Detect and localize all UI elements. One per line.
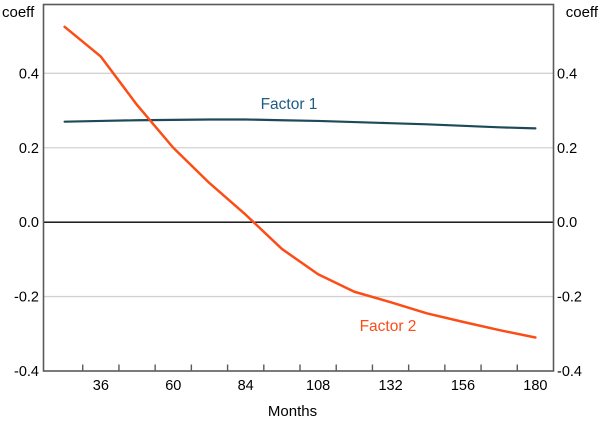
plot-frame (42, 3, 555, 372)
x-tick-label-60: 60 (165, 378, 181, 394)
x-tick-label-156: 156 (451, 378, 475, 394)
x-tick-label-132: 132 (378, 378, 402, 394)
x-tick-label-36: 36 (93, 378, 109, 394)
x-tick-label-108: 108 (306, 378, 330, 394)
y-tick-label-left-0.0: 0.0 (19, 215, 39, 231)
y-tick-label-right-0.4: 0.4 (557, 66, 577, 82)
y-tick-label-right--0.2: -0.2 (557, 290, 582, 306)
line-factor-1 (63, 118, 537, 130)
y-tick-label-left-0.4: 0.4 (19, 66, 39, 82)
line-factor-2 (63, 25, 537, 339)
x-tick-label-84: 84 (238, 378, 254, 394)
y-tick-label-right-0.0: 0.0 (557, 215, 577, 231)
y-tick-label-left--0.4: -0.4 (14, 364, 39, 380)
y-tick-label-left-0.2: 0.2 (19, 141, 39, 157)
series-label-factor-2: Factor 2 (360, 318, 417, 335)
series-label-factor-1: Factor 1 (261, 96, 318, 113)
x-tick-label-180: 180 (523, 378, 547, 394)
y-tick-label-right-0.2: 0.2 (557, 141, 577, 157)
y-axis-title-right: coeff (566, 4, 599, 21)
y-tick-label-left--0.2: -0.2 (14, 290, 39, 306)
y-tick-label-right--0.4: -0.4 (557, 364, 582, 380)
x-axis-title: Months (268, 403, 317, 420)
y-axis-title-left: coeff (2, 4, 35, 21)
